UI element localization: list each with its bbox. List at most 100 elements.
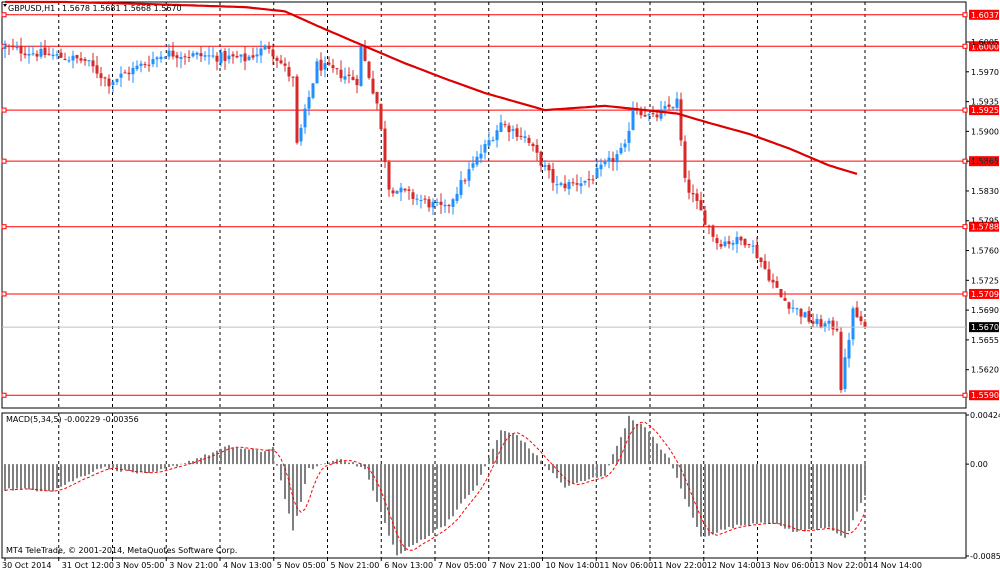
macd-bar (608, 464, 610, 466)
level-anchor-handle[interactable] (1, 12, 7, 18)
level-anchor-handle[interactable] (962, 291, 968, 297)
candle-body (559, 183, 563, 185)
level-price-label: 1.5865 (971, 157, 999, 166)
candle-body (387, 162, 391, 190)
candle-body (419, 199, 423, 201)
level-anchor-handle[interactable] (1, 392, 7, 398)
candle-body (507, 125, 511, 133)
candle-body (691, 193, 695, 195)
candle-body (271, 49, 275, 57)
macd-y-tick-label: 0.00 (970, 460, 988, 469)
candle-body (439, 201, 443, 205)
symbol-header: GBPUSD,H1 (8, 4, 55, 13)
candle-body (755, 244, 759, 258)
level-anchor-handle[interactable] (962, 224, 968, 230)
level-anchor-handle[interactable] (1, 224, 7, 230)
macd-bar (108, 464, 110, 470)
candle-body (535, 145, 539, 153)
candle-body (599, 164, 603, 170)
macd-bar (512, 433, 514, 465)
level-anchor-handle[interactable] (1, 158, 7, 164)
candle-body (11, 45, 15, 48)
macd-bar (376, 464, 378, 502)
candle-body (99, 73, 103, 79)
macd-bar (440, 464, 442, 528)
macd-bar (712, 464, 714, 535)
macd-window[interactable]: MACD(5,34,5) -0.00229 -0.00356 MT4 TeleT… (1, 412, 967, 559)
macd-bar (680, 464, 682, 489)
candle-body (563, 183, 567, 189)
macd-bar (56, 464, 58, 489)
macd-bar (224, 446, 226, 465)
candle-body (351, 76, 355, 81)
candle-body (683, 141, 687, 178)
x-tick-label: 5 Nov 21:00 (331, 561, 380, 570)
candle-body (335, 68, 339, 70)
candle-body (703, 210, 707, 225)
macd-bar (788, 464, 790, 529)
horizontal-level-lines[interactable] (1, 12, 968, 398)
level-anchor-handle[interactable] (962, 12, 968, 18)
macd-bar (308, 464, 310, 468)
level-anchor-handle[interactable] (1, 291, 7, 297)
macd-bar (828, 464, 830, 528)
moving-average-line (5, 0, 858, 175)
level-anchor-handle[interactable] (962, 392, 968, 398)
macd-bar (632, 420, 634, 465)
x-tick-label: 30 Oct 2014 (2, 561, 51, 570)
candle-body (739, 236, 743, 241)
macd-plot-frame (1, 412, 967, 559)
macd-bar (360, 464, 362, 468)
macd-bar (848, 464, 850, 532)
candle-body (127, 72, 131, 75)
price-axis[interactable]: 1.6037 1.6000 1.5925 1.5865 1.5788 1.5709 1.55… (966, 9, 1000, 561)
macd-bar (288, 464, 290, 514)
candle-body (611, 158, 615, 162)
candle-body (595, 167, 599, 179)
macd-bar (428, 464, 430, 536)
window-menu-arrow-icon[interactable] (3, 4, 7, 7)
candle-body (27, 54, 31, 56)
candle-body (275, 57, 279, 61)
macd-bar (816, 464, 818, 530)
macd-bar (268, 449, 270, 465)
macd-bar (740, 464, 742, 526)
level-anchor-handle[interactable] (962, 43, 968, 49)
candle-body (527, 137, 531, 143)
x-tick-label: 4 Nov 13:00 (223, 561, 272, 570)
macd-bar (856, 464, 858, 512)
candle-body (583, 180, 587, 183)
main-window[interactable]: GBPUSD,H1 1.5678 1.5681 1.5668 1.5670 (1, 0, 968, 409)
macd-y-tick-label: 0.00424 (970, 411, 1000, 420)
candle-body (631, 108, 635, 130)
macd-bar (392, 464, 394, 545)
macd-bar (116, 464, 118, 472)
candle-body (395, 190, 399, 194)
candle-body (135, 65, 139, 70)
candle-body (499, 122, 503, 132)
macd-bar (568, 464, 570, 486)
candle-body (491, 140, 495, 142)
candle-body (467, 169, 471, 181)
time-axis[interactable]: 30 Oct 2014 31 Oct 12:00 3 Nov 05:00 3 Nov … (2, 558, 922, 570)
candle-body (239, 54, 243, 57)
candle-body (79, 58, 83, 61)
candle-body (743, 238, 747, 246)
macd-bar (700, 464, 702, 537)
candle-body (159, 56, 163, 60)
candle-body (487, 140, 491, 146)
level-anchor-handle[interactable] (1, 107, 7, 113)
macd-bar (704, 464, 706, 537)
macd-bar (352, 462, 354, 465)
level-anchor-handle[interactable] (962, 107, 968, 113)
candle-body (175, 55, 179, 59)
macd-bar (696, 464, 698, 527)
macd-bar (280, 464, 282, 481)
candle-body (567, 182, 571, 190)
candle-body (819, 319, 823, 328)
macd-bar (208, 455, 210, 465)
macd-signal-line (4, 421, 866, 551)
macd-bar (780, 464, 782, 526)
candle-body (803, 312, 807, 318)
macd-bar (792, 464, 794, 532)
